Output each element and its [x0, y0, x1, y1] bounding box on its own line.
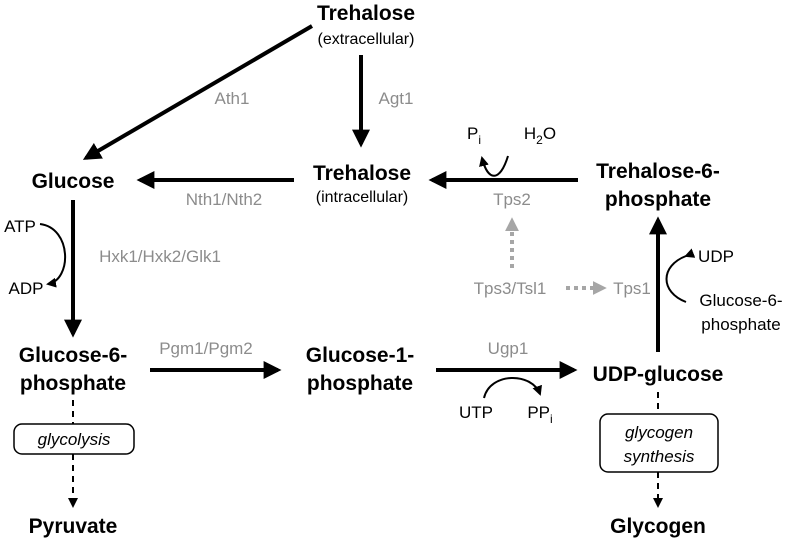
cofactor-ppi: PPi [527, 403, 552, 426]
cofactor-adp: ADP [9, 279, 44, 298]
glycolysis-box [13, 423, 135, 455]
enzyme-ugp1: Ugp1 [488, 339, 529, 358]
enzyme-hxk: Hxk1/Hxk2/Glk1 [99, 247, 221, 266]
curve-utp-ppi [483, 377, 542, 399]
downstream-arrows [68, 392, 663, 508]
enzyme-tps1: Tps1 [613, 279, 651, 298]
g6p-label-line1: Glucose-6- [19, 344, 128, 367]
trehalose-ext-label: Trehalose [317, 2, 415, 25]
glycogen-label: Glycogen [610, 515, 706, 538]
curve-h2o-pi [479, 155, 509, 177]
g6p-label-line2: phosphate [20, 372, 126, 395]
cofactor-g6p-line2: phosphate [701, 315, 780, 334]
enzyme-agt1: Agt1 [379, 89, 414, 108]
t6p-label-line1: Trehalose-6- [596, 160, 720, 183]
glycolysis-label: glycolysis [38, 430, 111, 449]
curve-udp-g6p [665, 248, 696, 303]
trehalose-ext-location: (extracellular) [318, 31, 415, 48]
enzyme-tps2: Tps2 [493, 190, 531, 209]
glycogen-synthesis-line2: synthesis [624, 447, 695, 466]
regulation-arrows [505, 217, 607, 295]
g1p-label-line2: phosphate [307, 372, 413, 395]
pi-main: P [467, 124, 478, 143]
cofactor-udp: UDP [698, 247, 734, 266]
t6p-label-line2: phosphate [605, 188, 711, 211]
ppi-subscript: i [550, 412, 553, 426]
glucose-label: Glucose [32, 170, 115, 193]
trehalose-int-label: Trehalose [313, 162, 411, 185]
h2o-h: H [524, 124, 536, 143]
g1p-label-line1: Glucose-1- [306, 344, 415, 367]
enzyme-ath1: Ath1 [215, 89, 250, 108]
main-arrows [64, 24, 667, 379]
h2o-subscript: 2 [536, 133, 543, 147]
cofactor-g6p-line1: Glucose-6- [699, 291, 782, 310]
pi-subscript: i [478, 133, 481, 147]
cofactor-atp: ATP [4, 217, 36, 236]
enzyme-tps3-tsl1: Tps3/Tsl1 [474, 279, 547, 298]
cofactor-h2o: H2O [524, 124, 556, 147]
pyruvate-label: Pyruvate [29, 515, 118, 538]
arrow-trehalose-ext-to-glucose [82, 24, 314, 160]
enzyme-pgm: Pgm1/Pgm2 [159, 339, 253, 358]
trehalose-int-location: (intracellular) [316, 189, 408, 206]
glycogen-synthesis-box [599, 413, 719, 473]
ppi-main: PP [527, 403, 550, 422]
cofactor-pi: Pi [467, 124, 481, 147]
glycogen-synthesis-line1: glycogen [625, 423, 693, 442]
udp-glucose-label: UDP-glucose [593, 363, 724, 386]
cofactor-curves [39, 155, 696, 399]
enzyme-nth: Nth1/Nth2 [186, 190, 263, 209]
h2o-o: O [543, 124, 556, 143]
curve-atp-adp [39, 223, 67, 288]
cofactor-utp: UTP [459, 403, 493, 422]
